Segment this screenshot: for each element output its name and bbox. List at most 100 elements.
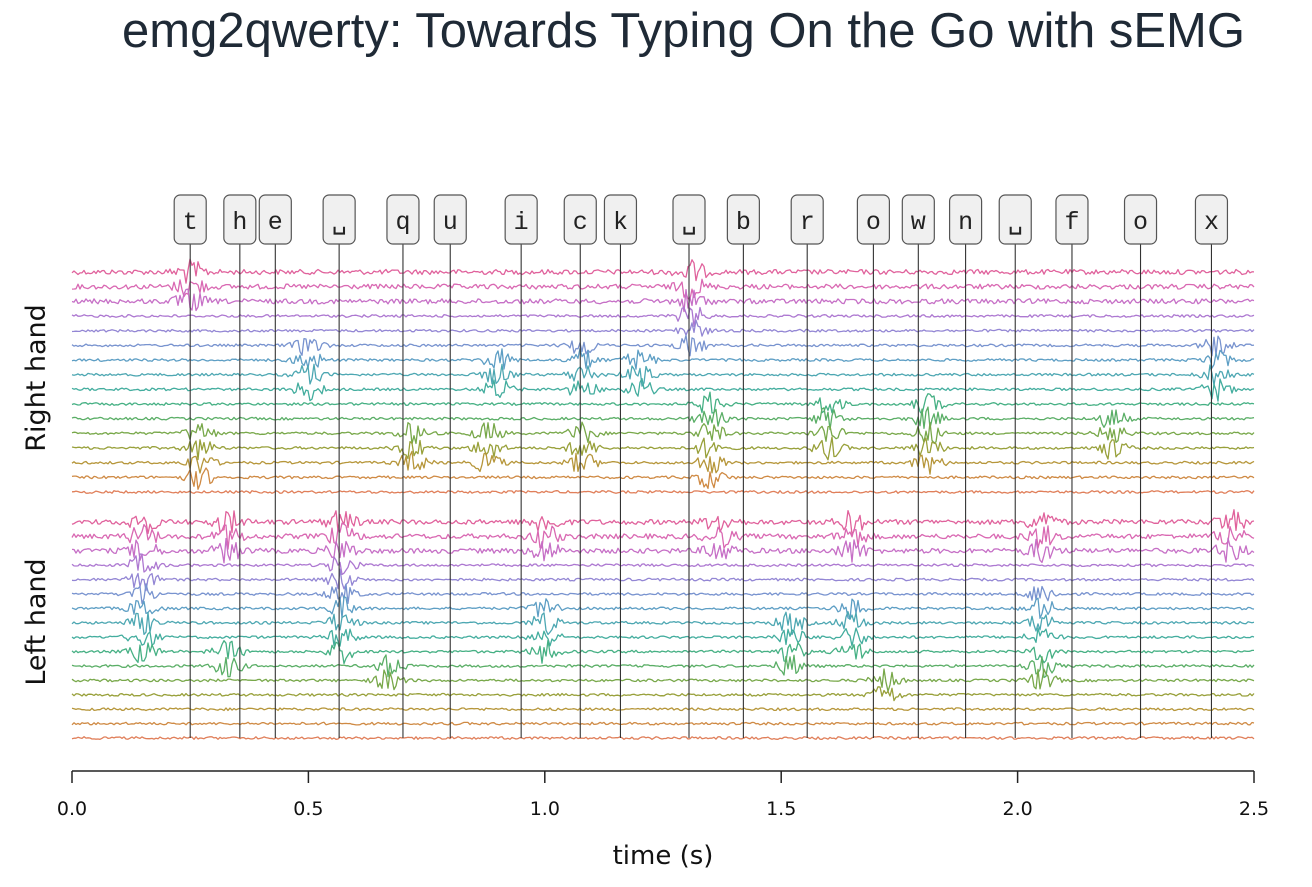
- key-box: [1194, 194, 1229, 245]
- keystroke-label: o: [1123, 194, 1158, 245]
- key-box: [1123, 194, 1158, 245]
- emg-traces: [71, 258, 1255, 740]
- keystroke-label: u: [433, 194, 467, 245]
- right-hand-channel-8: [71, 363, 1255, 387]
- key-box: [672, 194, 706, 245]
- x-axis-label: time (s): [613, 841, 714, 871]
- right-hand-channel-6: [71, 334, 1255, 357]
- right-hand-channel-15: [71, 467, 1255, 490]
- left-hand-label: Left hand: [21, 558, 52, 685]
- key-char: i: [514, 208, 529, 237]
- key-char: e: [268, 208, 283, 237]
- key-box: [504, 194, 538, 245]
- x-axis-ticks: 0.0 0.5 1.0 1.5 2.0 2.5: [57, 771, 1269, 820]
- key-box: [998, 194, 1032, 245]
- left-hand-channel-2: [71, 522, 1255, 550]
- keystroke-lines: [189, 244, 1212, 738]
- key-box: [386, 194, 420, 245]
- left-hand-channel-10: [71, 639, 1254, 665]
- left-hand-channel-7: [71, 595, 1255, 620]
- right-hand-channel-5: [71, 319, 1255, 337]
- key-char: w: [911, 208, 926, 237]
- x-tick-label: 1.5: [766, 798, 796, 820]
- key-box: [258, 194, 292, 245]
- right-hand-channel-1: [71, 258, 1255, 284]
- key-box: [223, 194, 257, 245]
- key-char: ␣: [1008, 208, 1023, 237]
- left-hand-channel-5: [71, 568, 1255, 592]
- key-box: [603, 194, 638, 245]
- keystroke-label: ␣: [998, 194, 1032, 245]
- key-char: ␣: [681, 208, 696, 237]
- key-char: n: [958, 208, 973, 237]
- key-box: [856, 194, 890, 245]
- keystroke-label: w: [901, 194, 935, 245]
- key-box: [948, 194, 983, 245]
- key-char: r: [800, 208, 815, 237]
- key-char: o: [1133, 208, 1148, 237]
- keystroke-label: b: [726, 194, 760, 245]
- page-title: emg2qwerty: Towards Typing On the Go wit…: [122, 4, 1245, 58]
- key-box: [726, 194, 760, 245]
- left-hand-channel-3: [71, 537, 1255, 564]
- keystroke-label: t: [173, 194, 207, 245]
- keystroke-label: i: [504, 194, 538, 245]
- left-hand-channel-13: [71, 686, 1255, 702]
- key-char: o: [866, 208, 881, 237]
- key-box: [1055, 194, 1089, 245]
- key-box: [790, 194, 824, 245]
- keystroke-label: ␣: [322, 194, 356, 245]
- right-hand-channel-11: [71, 406, 1255, 431]
- x-tick-label: 2.5: [1239, 798, 1269, 820]
- right-hand-channel-14: [71, 450, 1255, 475]
- keystroke-label: o: [856, 194, 890, 245]
- right-hand-channel-10: [71, 391, 1255, 415]
- key-char: ␣: [332, 208, 347, 237]
- key-char: h: [232, 208, 247, 237]
- key-char: k: [613, 208, 628, 237]
- key-box: [322, 194, 356, 245]
- right-hand-channel-16: [71, 490, 1255, 494]
- key-box: [563, 194, 597, 245]
- key-box: [901, 194, 935, 245]
- keystroke-label: e: [258, 194, 292, 245]
- right-hand-channel-12: [71, 421, 1255, 445]
- left-hand-channel-1: [71, 509, 1255, 535]
- key-char: f: [1064, 208, 1079, 237]
- left-hand-channel-9: [71, 627, 1255, 647]
- right-hand-channel-4: [71, 306, 1255, 328]
- keystroke-label: h: [223, 194, 257, 245]
- keystroke-label: r: [790, 194, 824, 245]
- left-hand-channel-15: [71, 721, 1255, 726]
- right-hand-channel-2: [71, 278, 1255, 300]
- key-char: c: [573, 208, 588, 237]
- key-char: u: [443, 208, 458, 237]
- left-hand-channel-12: [71, 668, 1255, 692]
- left-hand-channel-4: [71, 553, 1255, 576]
- keystroke-labels: t h e ␣ q u i c k ␣ b r o w n ␣ f o x: [173, 194, 1229, 245]
- keystroke-label: f: [1055, 194, 1089, 245]
- key-char: b: [736, 208, 751, 237]
- key-box: [433, 194, 467, 245]
- x-tick-label: 1.0: [530, 798, 560, 820]
- keystroke-label: q: [386, 194, 420, 245]
- x-tick-label: 0.5: [293, 798, 323, 820]
- key-box: [173, 194, 207, 245]
- right-hand-label: Right hand: [21, 304, 52, 452]
- left-hand-channel-6: [71, 583, 1255, 605]
- keystroke-label: ␣: [672, 194, 706, 245]
- x-tick-label: 0.0: [57, 798, 87, 820]
- right-hand-channel-9: [71, 377, 1255, 402]
- right-hand-channel-7: [71, 347, 1254, 370]
- left-hand-channel-14: [71, 707, 1255, 712]
- keystroke-label: x: [1194, 194, 1229, 245]
- key-char: t: [183, 208, 198, 237]
- right-hand-channel-3: [71, 288, 1255, 313]
- keystroke-label: c: [563, 194, 597, 245]
- key-char: q: [395, 208, 410, 237]
- right-hand-channel-13: [71, 436, 1255, 461]
- keystroke-label: n: [948, 194, 983, 245]
- left-hand-channel-11: [71, 654, 1255, 679]
- left-hand-channel-8: [71, 611, 1255, 636]
